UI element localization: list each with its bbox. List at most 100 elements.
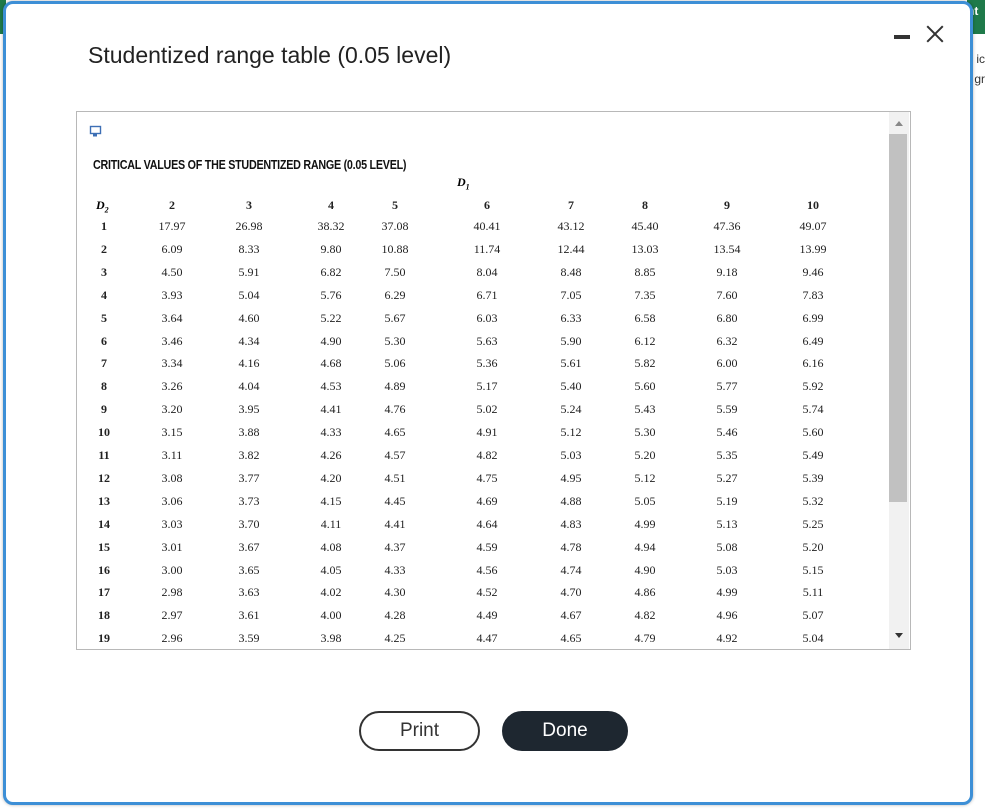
table-cell: 5.91: [238, 264, 260, 279]
row-header: 9: [101, 402, 107, 417]
table-cell: 5.90: [560, 333, 582, 348]
row-header: 16: [98, 562, 110, 577]
table-cell: 4.30: [384, 585, 406, 600]
table-heading: CRITICAL VALUES OF THE STUDENTIZED RANGE…: [93, 158, 407, 172]
table-cell: 3.03: [161, 516, 183, 531]
table-cell: 3.98: [320, 631, 342, 646]
table-cell: 10.88: [381, 241, 409, 256]
table-cell: 5.67: [384, 310, 406, 325]
table-cell: 40.41: [473, 219, 501, 233]
column-header: 6: [484, 198, 490, 212]
table-cell: 4.16: [238, 356, 260, 371]
table-cell: 5.60: [802, 425, 824, 440]
table-cell: 5.92: [802, 379, 824, 394]
table-cell: 4.25: [384, 631, 406, 646]
minimize-icon[interactable]: [894, 22, 912, 42]
table-cell: 4.57: [384, 448, 406, 462]
table-cell: 17.97: [158, 219, 186, 233]
table-cell: 4.60: [238, 310, 260, 325]
table-cell: 4.69: [476, 493, 498, 508]
row-header: 4: [101, 287, 107, 302]
table-cell: 4.49: [476, 608, 498, 623]
copy-icon[interactable]: [89, 125, 103, 139]
background-snippet: gr: [974, 72, 985, 86]
table-cell: 4.59: [476, 539, 498, 554]
table-cell: 2.96: [161, 631, 183, 646]
table-cell: 4.20: [320, 470, 342, 485]
column-header: 8: [642, 198, 648, 212]
table-cell: 5.05: [634, 493, 656, 508]
table-cell: 3.00: [161, 562, 183, 577]
table-cell: 4.95: [560, 470, 582, 485]
scrollbar-thumb[interactable]: [889, 134, 907, 502]
table-cell: 3.88: [238, 425, 260, 440]
table-cell: 4.76: [384, 402, 406, 417]
table-cell: 5.43: [634, 402, 656, 417]
row-header: 3: [101, 264, 107, 279]
table-cell: 6.33: [560, 310, 582, 325]
table-cell: 4.51: [384, 470, 406, 485]
d1-subscript: 1: [465, 182, 470, 192]
table-cell: 3.34: [161, 356, 183, 371]
close-icon[interactable]: [923, 22, 947, 46]
table-cell: 4.45: [384, 493, 406, 508]
scroll-down-icon[interactable]: [895, 633, 903, 638]
table-cell: 5.20: [634, 448, 656, 462]
column-header: 9: [724, 198, 730, 212]
table-cell: 5.17: [476, 379, 498, 394]
table-cell: 4.83: [560, 516, 582, 531]
print-button[interactable]: Print: [359, 711, 480, 751]
row-header: 7: [101, 356, 107, 371]
table-cell: 9.46: [802, 264, 824, 279]
table-cell: 4.64: [476, 516, 498, 531]
table-cell: 5.06: [384, 356, 406, 371]
table-cell: 3.65: [238, 562, 260, 577]
table-cell: 5.15: [802, 562, 824, 577]
column-header: 7: [568, 198, 574, 212]
table-cell: 5.39: [802, 470, 824, 485]
table-cell: 4.33: [384, 562, 406, 577]
table-cell: 4.41: [384, 516, 406, 531]
row-header: 17: [98, 585, 110, 600]
table-cell: 13.03: [631, 241, 659, 256]
table-cell: 5.22: [320, 310, 342, 325]
table-cell: 6.09: [161, 241, 183, 256]
table-cell: 5.36: [476, 356, 498, 371]
table-cell: 4.52: [476, 585, 498, 600]
table-cell: 4.67: [560, 608, 582, 623]
table-cell: 3.61: [238, 608, 260, 623]
table-cell: 11.74: [473, 241, 501, 256]
done-button[interactable]: Done: [502, 711, 628, 751]
table-cell: 6.80: [716, 310, 738, 325]
table-cell: 5.07: [802, 608, 824, 623]
table-cell: 5.04: [802, 631, 824, 646]
table-cell: 4.56: [476, 562, 498, 577]
table-cell: 26.98: [235, 219, 263, 233]
table-cell: 13.99: [799, 241, 827, 256]
row-header: 1: [101, 219, 107, 233]
table-cell: 4.75: [476, 470, 498, 485]
table-cell: 4.70: [560, 585, 582, 600]
table-cell: 4.50: [161, 264, 183, 279]
table-cell: 3.64: [161, 310, 183, 325]
table-cell: 5.30: [634, 425, 656, 440]
table-cell: 4.65: [560, 631, 582, 646]
table-cell: 3.46: [161, 333, 183, 348]
table-cell: 3.26: [161, 379, 183, 394]
row-header: 10: [98, 425, 110, 440]
table-cell: 3.08: [161, 470, 183, 485]
table-cell: 4.99: [634, 516, 656, 531]
table-cell: 4.82: [634, 608, 656, 623]
table-cell: 5.60: [634, 379, 656, 394]
scroll-up-icon[interactable]: [895, 121, 903, 126]
table-cell: 6.16: [802, 356, 824, 371]
table-cell: 5.11: [802, 585, 824, 600]
table-cell: 6.03: [476, 310, 498, 325]
table-cell: 4.53: [320, 379, 342, 394]
table-cell: 4.82: [476, 448, 498, 462]
row-header: 18: [98, 608, 110, 623]
table-cell: 6.32: [716, 333, 738, 348]
table-cell: 5.27: [716, 470, 738, 485]
row-header: 6: [101, 333, 107, 348]
table-cell: 4.02: [320, 585, 342, 600]
